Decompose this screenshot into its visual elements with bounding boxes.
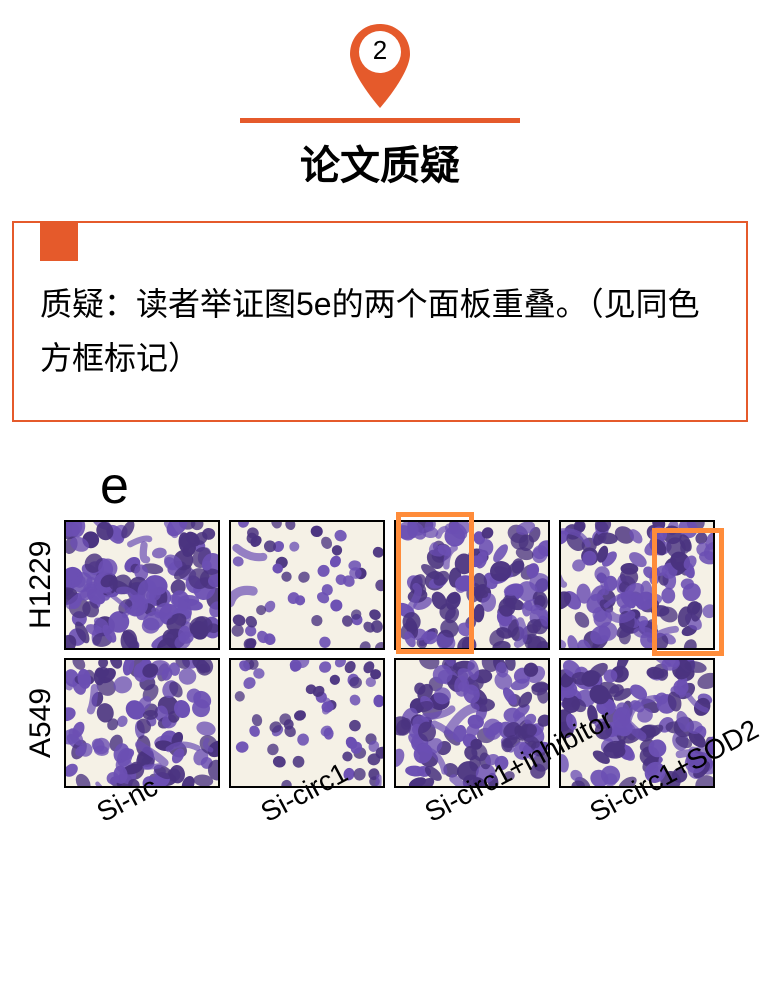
figure-area: e H1229 A549 Si-nc Si-circ1 Si-circ1+inh… bbox=[0, 456, 760, 842]
microscopy-panel bbox=[64, 520, 220, 650]
row-label: H1229 bbox=[24, 520, 58, 650]
callout-text: 质疑：读者举证图5e的两个面板重叠。（见同色方框标记） bbox=[40, 277, 720, 386]
pin-marker-icon: 2 bbox=[341, 18, 419, 112]
row-label: A549 bbox=[24, 658, 58, 788]
row-label-column: H1229 A549 bbox=[24, 520, 58, 796]
title-underline bbox=[240, 118, 520, 123]
pin-number: 2 bbox=[373, 35, 387, 66]
callout-square-icon bbox=[40, 223, 78, 261]
figure-panel-label: e bbox=[100, 456, 736, 516]
header-section: 2 论文质疑 bbox=[0, 18, 760, 191]
microscopy-panel bbox=[229, 520, 385, 650]
microscopy-panel bbox=[559, 520, 715, 650]
section-title: 论文质疑 bbox=[300, 133, 460, 191]
column-label-row: Si-nc Si-circ1 Si-circ1+inhibitor Si-cir… bbox=[78, 810, 736, 842]
callout-box: 质疑：读者举证图5e的两个面板重叠。（见同色方框标记） bbox=[12, 221, 748, 422]
microscopy-panel bbox=[394, 520, 550, 650]
panel-grid bbox=[64, 520, 715, 788]
